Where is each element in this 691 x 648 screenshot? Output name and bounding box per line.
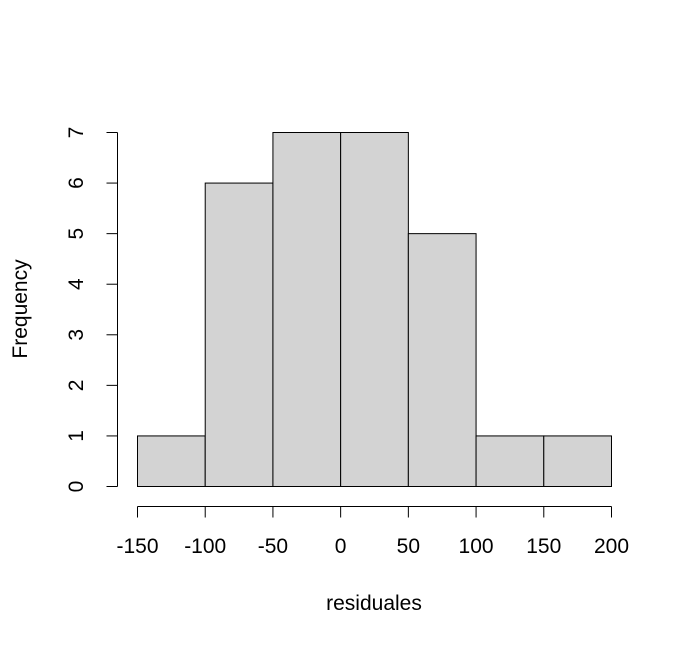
x-tick-label: 0 xyxy=(335,535,347,558)
x-tick-label: 50 xyxy=(397,535,420,558)
y-tick-label: 4 xyxy=(65,278,88,290)
y-tick-label: 5 xyxy=(65,228,88,240)
histogram-bar xyxy=(543,435,612,487)
x-tick-label: 150 xyxy=(526,535,561,558)
histogram-bar xyxy=(475,435,545,487)
y-tick-label: 7 xyxy=(65,127,88,139)
x-tick-label: -100 xyxy=(184,535,226,558)
y-tick-label: 0 xyxy=(65,481,88,493)
histogram-bars xyxy=(137,132,612,487)
x-tick-label: 100 xyxy=(459,535,494,558)
x-tick-label: -150 xyxy=(116,535,158,558)
y-axis-title: Frequency xyxy=(9,259,32,359)
y-tick-label: 6 xyxy=(65,177,88,189)
y-axis: 0 1 2 3 4 5 6 7 xyxy=(65,127,118,493)
x-tick-label: 200 xyxy=(594,535,629,558)
histogram-bar xyxy=(272,132,342,487)
histogram-bar xyxy=(407,233,477,487)
histogram-bar xyxy=(340,132,409,487)
y-tick-label: 2 xyxy=(65,380,88,392)
y-tick-label: 1 xyxy=(65,430,88,442)
x-axis: -150 -100 -50 0 50 100 150 200 xyxy=(116,506,629,558)
x-axis-title: residuales xyxy=(326,592,422,615)
histogram-bar xyxy=(137,435,206,487)
x-tick-label: -50 xyxy=(258,535,288,558)
y-tick-label: 3 xyxy=(65,329,88,341)
histogram-bar xyxy=(204,182,274,487)
